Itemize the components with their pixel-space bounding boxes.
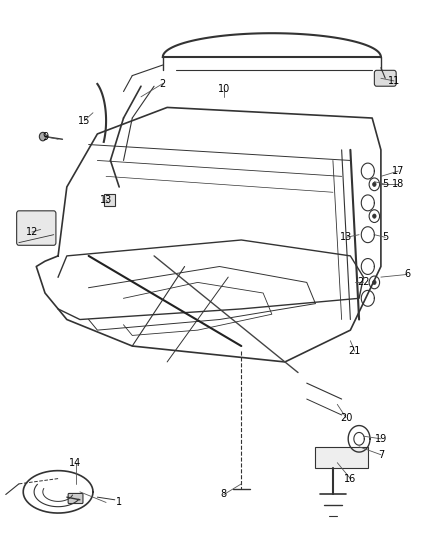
Text: 17: 17 [391,166,404,176]
Text: 10: 10 [217,84,230,94]
Circle shape [368,210,379,222]
Circle shape [372,280,375,285]
Text: 13: 13 [339,232,351,243]
Circle shape [368,178,379,191]
Text: 15: 15 [78,116,90,126]
Text: 12: 12 [26,227,38,237]
Text: 5: 5 [381,232,388,243]
Circle shape [372,214,375,218]
Text: 18: 18 [391,179,403,189]
Circle shape [372,182,375,187]
FancyBboxPatch shape [104,194,115,206]
Text: 1: 1 [116,497,122,507]
FancyBboxPatch shape [17,211,56,245]
FancyBboxPatch shape [68,494,83,504]
Circle shape [39,132,46,141]
Text: 11: 11 [387,76,399,86]
Text: 21: 21 [348,346,360,357]
Text: 22: 22 [357,277,369,287]
Text: 6: 6 [403,270,409,279]
Text: 14: 14 [69,458,81,467]
Text: 16: 16 [343,474,356,483]
Circle shape [368,276,379,289]
FancyBboxPatch shape [374,70,395,86]
Text: 2: 2 [159,78,166,88]
Text: 9: 9 [42,132,48,142]
FancyBboxPatch shape [315,447,367,468]
Text: 7: 7 [377,450,383,460]
Text: 5: 5 [381,179,388,189]
Text: 13: 13 [100,195,112,205]
Text: 8: 8 [220,489,226,499]
Text: 19: 19 [374,434,386,444]
Text: 20: 20 [339,413,351,423]
